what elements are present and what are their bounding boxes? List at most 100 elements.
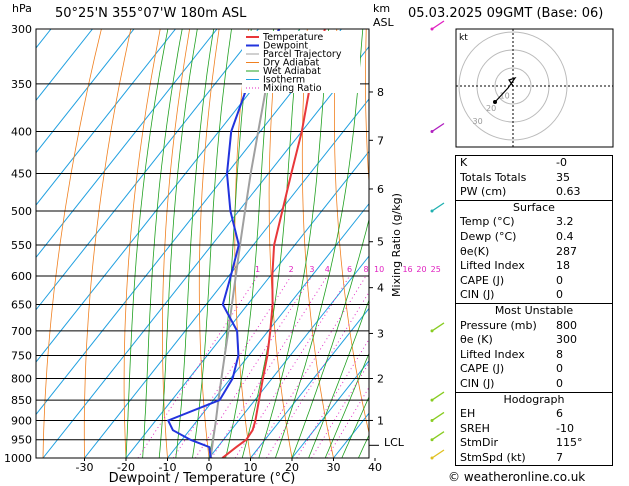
km-tick-label: 8 xyxy=(377,86,384,99)
legend-entry: Isotherm xyxy=(263,75,305,86)
km-tick-label: 3 xyxy=(377,327,384,340)
storm-motion-dot xyxy=(493,100,497,104)
hodo-row: StmSpd (kt) 7 xyxy=(460,450,563,464)
x-tick-label: 20 xyxy=(285,461,299,474)
hodograph-title: Hodograph xyxy=(503,392,565,406)
mu-row: Pressure (mb) 800 xyxy=(460,318,577,332)
isotherm xyxy=(291,360,369,458)
wind-barb xyxy=(431,322,445,332)
isotherm xyxy=(250,307,369,458)
hodograph-unit: kt xyxy=(459,33,468,43)
isotherm xyxy=(36,29,218,259)
hodo-row: SREH -10 xyxy=(460,421,574,435)
plot-frame xyxy=(35,28,370,459)
indices-panel: K -0 Totals Totals 35 PW (cm) 0.63 Surface … xyxy=(455,155,613,467)
hodo-row: EH 6 xyxy=(460,407,563,421)
mixing-ratio-label: 16 xyxy=(402,265,412,274)
isotherm xyxy=(208,255,369,458)
pressure-tick-labels: 300 350 400 450 500 550 600 650 700 750 800 850 900 9… xyxy=(4,23,32,465)
legend-entry: Dry Adiabat xyxy=(263,58,320,69)
pressure-tick-label: 750 xyxy=(11,349,32,362)
dry-adiabat xyxy=(42,29,102,458)
hodograph-ring xyxy=(458,31,568,141)
km-tick-label: 1 xyxy=(377,414,384,427)
pressure-tick-label: 550 xyxy=(11,239,32,252)
datetime-label: 05.03.2025 09GMT (Base: 06) xyxy=(408,6,604,21)
dry-adiabat xyxy=(365,29,369,188)
most-unstable-box: Most Unstable Pressure (mb) 800 θe (K) 300… xyxy=(455,303,613,393)
pressure-tick-label: 850 xyxy=(11,394,32,407)
parcel-trajectory-line xyxy=(209,29,281,458)
wet-adiabat xyxy=(341,395,369,458)
isotherm xyxy=(36,29,342,416)
dry-adiabat xyxy=(198,29,220,458)
km-tick-label: 2 xyxy=(377,372,384,385)
km-tick-label: 7 xyxy=(377,134,384,147)
wet-adiabat xyxy=(192,29,232,458)
legend-entry: Mixing Ratio xyxy=(263,83,322,94)
mixing-ratio-label: 25 xyxy=(431,265,441,274)
mixing-ratio-label: 3 xyxy=(309,265,314,274)
surface-row: θe(K) 287 xyxy=(460,244,577,258)
copyright-footer: © weatheronline.co.uk xyxy=(448,470,586,484)
pressure-unit-label: hPa xyxy=(12,2,32,15)
pressure-tick-label: 300 xyxy=(11,23,32,36)
pressure-tick-label: 600 xyxy=(11,270,32,283)
pressure-tick-label: 950 xyxy=(11,434,32,447)
x-tick-label: 0 xyxy=(206,461,213,474)
wind-barb-dot xyxy=(430,209,434,213)
mixing-ratio-line xyxy=(194,275,313,458)
surface-row: Dewp (°C) 0.4 xyxy=(460,229,574,243)
pressure-tick-label: 1000 xyxy=(4,452,32,465)
wet-adiabat xyxy=(125,29,169,458)
pressure-tick-label: 450 xyxy=(11,167,32,180)
legend-entry: Temperature xyxy=(262,32,323,43)
x-axis-label: Dewpoint / Temperature (°C) xyxy=(109,471,296,486)
mu-row: CAPE (J) 0 xyxy=(460,362,563,376)
x-tick-label: -20 xyxy=(117,461,135,474)
mixing-ratio-label: 1 xyxy=(255,265,260,274)
surface-row: Temp (°C) 3.2 xyxy=(460,215,574,229)
wind-barb xyxy=(431,449,445,459)
km-tick-label: 6 xyxy=(377,183,384,196)
wind-barb xyxy=(431,431,445,441)
mixing-ratio-label: 20 xyxy=(416,265,426,274)
wet-adiabat xyxy=(308,298,369,458)
mixing-ratio-axis-label: Mixing Ratio (g/kg) xyxy=(390,193,403,297)
isotherm xyxy=(36,29,259,311)
asl-unit-label: ASL xyxy=(373,16,395,29)
mixing-ratio-line xyxy=(326,386,369,458)
isotherm xyxy=(36,29,176,206)
legend-entry: Wet Adiabat xyxy=(263,66,321,77)
wind-barb-dot xyxy=(430,398,434,402)
wind-barbs xyxy=(430,20,445,460)
mixing-ratio-label: 8 xyxy=(363,265,368,274)
wind-barb-dot xyxy=(430,329,434,333)
temperature-tick-labels: -30 -20 -10 0 10 20 30 40 xyxy=(76,458,382,474)
wind-barb xyxy=(431,20,445,30)
mixing-ratio-labels: 1 2 3 4 6 8 10 16 20 25 xyxy=(255,265,441,274)
km-unit-label: km xyxy=(373,2,390,15)
wind-barb-dot xyxy=(430,418,434,422)
wind-barb xyxy=(431,202,445,212)
km-tick-label: 4 xyxy=(377,282,384,295)
hodograph-trace xyxy=(494,76,517,103)
hodograph-box: Hodograph EH 6 SREH -10 StmDir 115° StmSpd … xyxy=(455,392,613,467)
pressure-tick-label: 700 xyxy=(11,325,32,338)
hodograph-frame xyxy=(455,28,614,148)
mu-row: θe (K) 300 xyxy=(460,333,577,347)
lcl-label: LCL xyxy=(384,436,405,449)
mu-row: Lifted Index 8 xyxy=(460,347,563,361)
index-row-totals: Totals Totals 35 xyxy=(460,170,570,184)
mixing-ratio-line xyxy=(311,362,369,458)
wind-barb xyxy=(431,391,445,401)
index-row-k: K -0 xyxy=(460,156,567,169)
legend-box xyxy=(242,31,360,93)
hodograph-ring-label: 20 xyxy=(486,104,496,113)
x-tick-label: 10 xyxy=(244,461,258,474)
pressure-tick-label: 400 xyxy=(11,126,32,139)
isotherm xyxy=(167,202,369,458)
isotherm xyxy=(84,98,369,458)
